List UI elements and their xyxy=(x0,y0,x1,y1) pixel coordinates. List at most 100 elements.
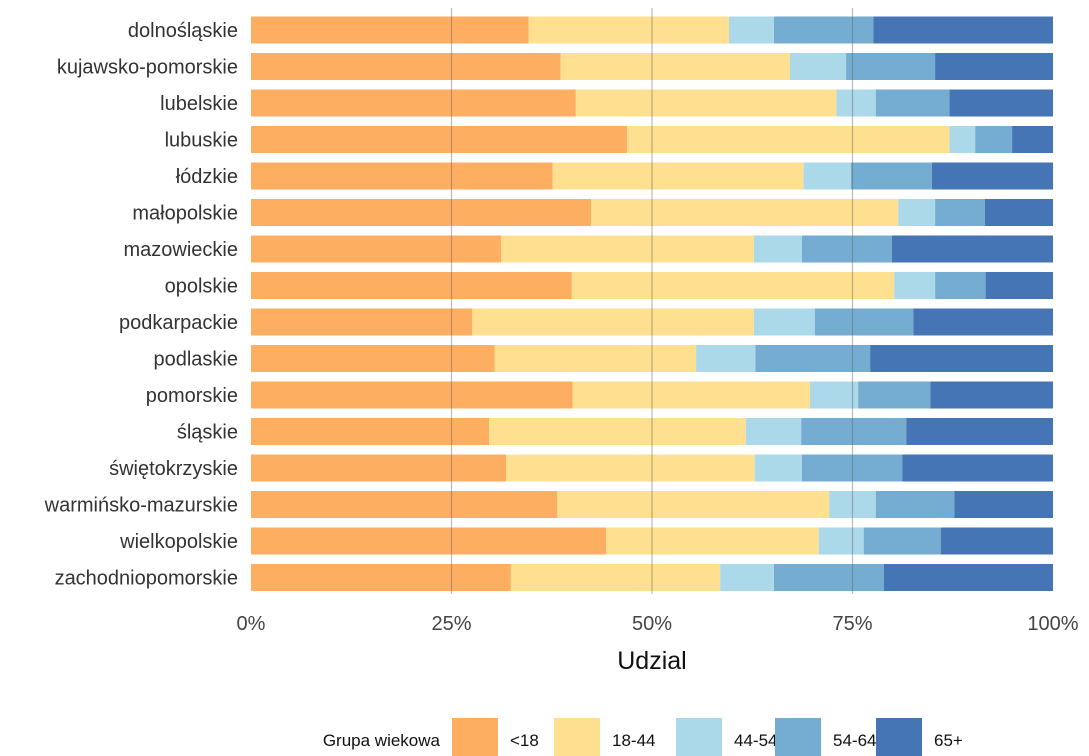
bar-segment xyxy=(935,272,986,299)
bar-segment xyxy=(251,272,572,299)
legend-title: Grupa wiekowa xyxy=(323,731,441,750)
legend-label: 54-64 xyxy=(833,731,876,750)
bar-segment xyxy=(251,162,553,190)
bar-segment xyxy=(949,89,1053,117)
category-label: lubuskie xyxy=(165,130,238,152)
x-axis-title: Udzial xyxy=(617,647,686,675)
category-labels: dolnośląskie kujawsko-pomorskie lubelskie l… xyxy=(44,20,238,590)
legend-label: 44-54 xyxy=(734,731,777,750)
bar-segment xyxy=(745,418,802,445)
bar-segment xyxy=(789,53,847,80)
bar-segment xyxy=(251,16,529,44)
x-tick-label: 50% xyxy=(632,613,672,635)
x-tick-label: 0% xyxy=(237,613,266,635)
bar-segment xyxy=(801,454,903,482)
bar-segment xyxy=(803,162,851,190)
legend-key xyxy=(452,718,498,756)
bar-segment xyxy=(572,381,810,409)
bar-segment xyxy=(902,454,1053,482)
bar-segment xyxy=(846,53,936,80)
category-label: wielkopolskie xyxy=(119,531,238,553)
bar-segment xyxy=(875,491,955,518)
bar-segment xyxy=(829,491,876,518)
bar-segment xyxy=(935,53,1053,80)
category-label: zachodniopomorskie xyxy=(55,568,238,590)
category-label: świętokrzyskie xyxy=(109,458,238,480)
bar-segment xyxy=(501,235,754,263)
bar-segment xyxy=(891,235,1053,263)
bar-segment xyxy=(873,16,1053,44)
bar-segment xyxy=(814,308,914,336)
bar-segment xyxy=(528,16,729,44)
bar-segment xyxy=(984,199,1053,226)
category-label: lubelskie xyxy=(160,93,238,115)
bar-segment xyxy=(898,199,936,226)
bar-segment xyxy=(251,345,495,372)
bar-segment xyxy=(251,454,507,482)
bar-segment xyxy=(494,345,697,372)
bar-segment xyxy=(1012,126,1053,153)
grid-lines xyxy=(450,8,854,594)
bar-segment xyxy=(251,89,576,117)
bar-segment xyxy=(251,491,558,518)
legend: Grupa wiekowa <18 18-44 44-54 54-64 65+ xyxy=(323,718,963,756)
bar-segment xyxy=(773,16,874,44)
bar-segment xyxy=(753,235,802,263)
category-label: kujawsko-pomorskie xyxy=(57,57,238,79)
category-label: podkarpackie xyxy=(119,312,238,334)
bar-segment xyxy=(571,272,895,299)
bar-segment xyxy=(251,126,628,153)
category-label: pomorskie xyxy=(146,385,238,407)
legend-key xyxy=(775,718,821,756)
bar-segment xyxy=(949,126,976,153)
legend-label: 65+ xyxy=(934,731,963,750)
legend-label: <18 xyxy=(510,731,539,750)
bar-segment xyxy=(251,564,511,591)
bar-segment xyxy=(801,418,907,445)
bar-segment xyxy=(728,16,774,44)
bar-segment xyxy=(755,345,871,372)
category-label: mazowieckie xyxy=(124,239,238,261)
bar-segment xyxy=(606,527,819,555)
bar-segment xyxy=(801,235,892,263)
bar-segment xyxy=(985,272,1053,299)
legend-label: 18-44 xyxy=(612,731,655,750)
bar-segment xyxy=(696,345,756,372)
bar-segment xyxy=(251,527,607,555)
bar-segment xyxy=(510,564,721,591)
category-label: łódzkie xyxy=(176,166,238,188)
bar-segment xyxy=(940,527,1053,555)
bar-segment xyxy=(506,454,755,482)
bar-segment xyxy=(870,345,1053,372)
bar-segment xyxy=(883,564,1053,591)
bar-segment xyxy=(863,527,941,555)
legend-key xyxy=(876,718,922,756)
bar-segment xyxy=(773,564,884,591)
category-label: podlaskie xyxy=(153,349,238,371)
bar-segment xyxy=(930,381,1053,409)
bar-segment xyxy=(753,308,815,336)
bar-segment xyxy=(627,126,950,153)
category-label: warmińsko-mazurskie xyxy=(44,495,238,517)
bars-layer xyxy=(251,16,1053,591)
category-label: śląskie xyxy=(177,422,238,444)
bar-segment xyxy=(913,308,1053,336)
bar-segment xyxy=(975,126,1013,153)
bar-segment xyxy=(251,235,502,263)
category-label: opolskie xyxy=(165,276,238,298)
bar-segment xyxy=(472,308,754,336)
category-label: małopolskie xyxy=(132,203,238,225)
bar-segment xyxy=(251,308,473,336)
bar-segment xyxy=(875,89,950,117)
bar-segment xyxy=(251,381,573,409)
bar-segment xyxy=(906,418,1053,445)
bar-segment xyxy=(858,381,931,409)
bar-segment xyxy=(560,53,790,80)
category-label: dolnośląskie xyxy=(128,20,238,42)
bar-segment xyxy=(557,491,830,518)
bar-segment xyxy=(836,89,876,117)
bar-segment xyxy=(931,162,1053,190)
x-tick-label: 100% xyxy=(1027,613,1078,635)
bar-segment xyxy=(720,564,774,591)
